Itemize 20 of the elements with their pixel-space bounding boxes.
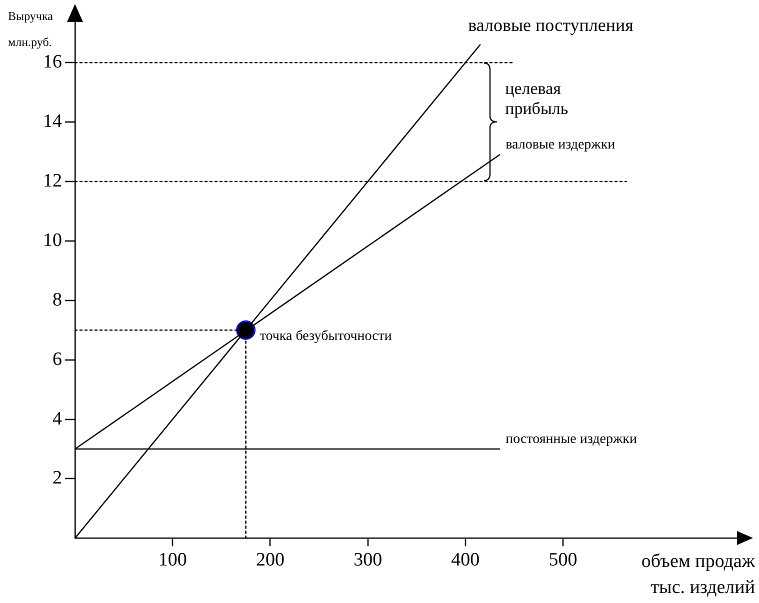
annotation: целевая прибыль [505,79,568,118]
series-label: валовые издержки [506,138,616,153]
series-label: валовые поступления [468,14,634,35]
y-tick-label: 6 [52,348,62,370]
x-tick-label: 400 [451,550,480,571]
y-tick-label: 14 [43,111,62,132]
series-label: точка безубыточности [260,329,392,344]
series-label: постоянные издержки [506,432,638,448]
x-tick-label: 500 [548,550,578,571]
y-tick-label: 4 [52,408,62,430]
y-tick-label: 2 [52,468,62,489]
x-tick-label: 300 [354,550,382,571]
y-tick-label: 10 [43,230,62,251]
y-axis-title: Выручка млн.руб. [8,9,54,49]
x-axis-title: объем продаж тыс. изделий [641,551,756,598]
y-tick-label: 16 [43,52,62,73]
x-tick-label: 200 [256,550,284,571]
y-tick-label: 8 [52,289,62,310]
y-tick-label: 12 [43,170,62,192]
x-tick-label: 100 [158,550,187,571]
